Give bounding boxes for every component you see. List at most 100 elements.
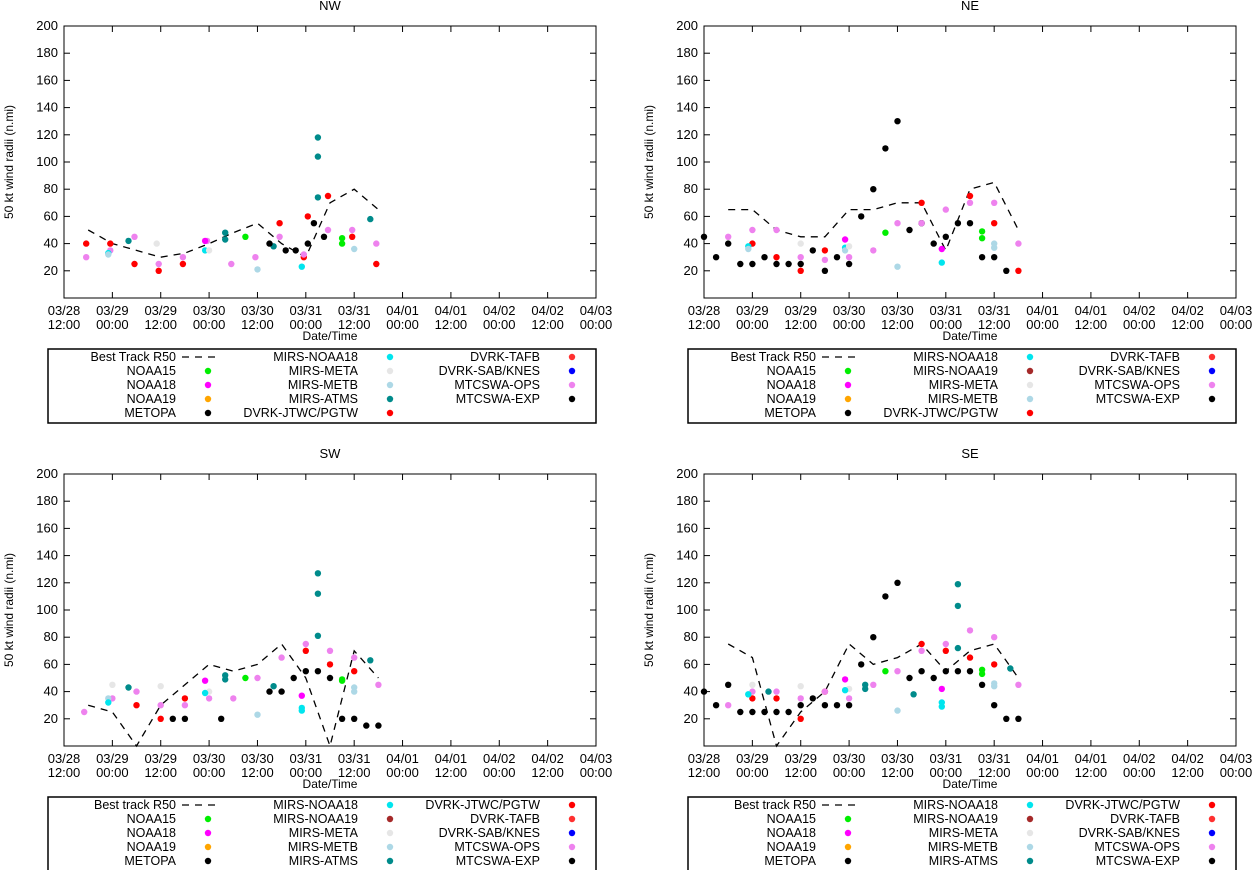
data-point xyxy=(1015,681,1022,688)
x-tick-time: 00:00 xyxy=(736,317,769,332)
data-point xyxy=(320,233,328,240)
y-tick-label: 80 xyxy=(684,181,698,196)
data-point xyxy=(351,688,358,695)
data-point xyxy=(930,674,937,682)
legend-dot-swatch xyxy=(1026,843,1034,851)
data-point xyxy=(107,240,114,247)
legend-label: METOPA xyxy=(124,854,176,868)
data-point xyxy=(363,722,370,729)
y-tick-label: 120 xyxy=(676,575,698,590)
legend-dot-swatch xyxy=(844,843,852,851)
data-point xyxy=(942,206,949,213)
data-point xyxy=(290,674,297,682)
y-tick-label: 60 xyxy=(684,656,698,671)
data-point xyxy=(304,240,311,247)
data-point xyxy=(858,213,865,220)
data-point xyxy=(302,668,309,675)
x-tick-time: 00:00 xyxy=(290,765,323,780)
data-point xyxy=(1015,240,1022,247)
data-point xyxy=(155,260,162,268)
x-tick-date: 03/28 xyxy=(48,303,81,318)
x-axis-label: Date/Time xyxy=(943,329,998,343)
legend-label: DVRK-TAFB xyxy=(1110,812,1180,826)
x-tick-time: 12:00 xyxy=(881,317,914,332)
legend-label: NOAA18 xyxy=(127,826,176,840)
data-point xyxy=(181,695,189,702)
x-tick-date: 04/02 xyxy=(1171,751,1204,766)
data-point xyxy=(222,236,229,243)
data-point xyxy=(918,220,925,227)
data-point xyxy=(797,260,804,268)
y-tick-label: 80 xyxy=(44,181,58,196)
y-tick-label: 60 xyxy=(684,208,698,223)
legend-dot-swatch xyxy=(568,353,576,361)
data-point xyxy=(181,715,189,722)
data-point xyxy=(201,237,209,245)
data-point xyxy=(1007,665,1014,672)
data-point xyxy=(991,634,998,641)
x-tick-date: 03/28 xyxy=(48,751,81,766)
y-tick-label: 20 xyxy=(44,711,58,726)
legend-label: DVRK-SAB/KNES xyxy=(439,364,540,378)
y-tick-label: 180 xyxy=(676,45,698,60)
legend-dot-swatch xyxy=(1026,815,1034,823)
data-point xyxy=(314,590,322,597)
data-point xyxy=(870,247,877,254)
data-point xyxy=(821,702,829,709)
data-point xyxy=(938,703,945,710)
legend-label: MIRS-NOAA18 xyxy=(273,350,358,364)
x-tick-time: 00:00 xyxy=(833,765,866,780)
legend-dot-swatch xyxy=(1208,381,1216,389)
x-tick-date: 04/03 xyxy=(1220,303,1253,318)
x-tick-time: 12:00 xyxy=(241,317,274,332)
data-point xyxy=(266,688,273,695)
data-point xyxy=(1003,715,1010,722)
legend-dot-swatch xyxy=(1208,801,1216,809)
legend-label: MIRS-NOAA18 xyxy=(913,798,998,812)
legend-box xyxy=(47,796,597,870)
legend-label: NOAA19 xyxy=(767,840,816,854)
legend-dot-swatch xyxy=(844,409,852,417)
data-point xyxy=(278,688,285,695)
data-point xyxy=(314,153,322,160)
data-point xyxy=(133,688,140,695)
legend-dot-swatch xyxy=(204,367,212,375)
x-tick-time: 00:00 xyxy=(1123,317,1156,332)
data-point xyxy=(894,118,901,125)
data-point xyxy=(242,233,249,240)
legend-dot-swatch xyxy=(1208,829,1216,837)
x-tick-date: 04/02 xyxy=(1171,303,1204,318)
legend-label: NOAA15 xyxy=(127,812,176,826)
legend-label: MIRS-ATMS xyxy=(289,392,358,406)
best-track-line xyxy=(88,643,379,749)
data-point xyxy=(302,640,309,648)
x-tick-time: 12:00 xyxy=(531,765,564,780)
data-point xyxy=(375,722,382,729)
x-tick-time: 12:00 xyxy=(1171,765,1204,780)
data-point xyxy=(942,640,949,648)
data-point xyxy=(906,674,913,682)
data-point xyxy=(991,199,998,206)
data-point xyxy=(298,263,305,270)
data-point xyxy=(894,579,901,586)
y-tick-label: 120 xyxy=(36,575,58,590)
x-tick-time: 12:00 xyxy=(688,765,721,780)
panel-sw: SW2040608010012014016018020003/2812:0003… xyxy=(2,446,612,870)
data-point xyxy=(179,254,187,261)
data-point xyxy=(292,247,299,254)
legend-dot-swatch xyxy=(1026,801,1034,809)
x-tick-date: 03/30 xyxy=(881,303,914,318)
legend-dot-swatch xyxy=(844,857,852,865)
best-track-line xyxy=(87,188,379,259)
legend-label: MTCSWA-OPS xyxy=(454,840,540,854)
data-point xyxy=(918,647,925,654)
data-point xyxy=(797,683,804,690)
x-tick-time: 12:00 xyxy=(531,317,564,332)
data-point xyxy=(894,668,901,675)
data-point xyxy=(918,640,925,648)
data-point xyxy=(712,254,720,261)
data-point xyxy=(918,199,925,206)
x-tick-time: 12:00 xyxy=(241,765,274,780)
legend-box xyxy=(687,796,1237,870)
data-point xyxy=(841,687,849,694)
